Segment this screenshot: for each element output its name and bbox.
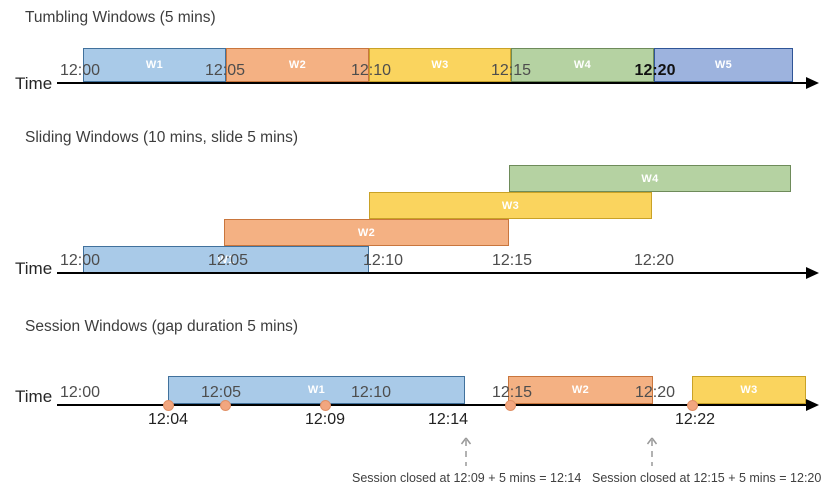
- event-dot: [219, 399, 231, 411]
- window-w2-tumbling: W2: [226, 48, 369, 82]
- tick-label: 12:10: [350, 384, 392, 401]
- window-label: W1: [307, 384, 326, 396]
- event-time-label: 12:22: [674, 411, 716, 428]
- session-closed-annotation: Session closed at 12:09 + 5 mins = 12:14: [352, 471, 582, 485]
- event-dot: [319, 399, 331, 411]
- window-label: W1: [145, 59, 164, 71]
- window-label: W3: [501, 199, 520, 212]
- time-axis-line: [57, 404, 806, 406]
- tick-label: 12:05: [207, 252, 249, 269]
- time-axis-line: [57, 82, 806, 84]
- tick-label: 12:20: [634, 62, 676, 79]
- window-w3-sliding: W3: [369, 192, 652, 219]
- sliding-section-title: Sliding Windows (10 mins, slide 5 mins): [25, 129, 299, 146]
- tick-label: 12:00: [59, 252, 101, 269]
- time-axis-label-session: Time: [15, 387, 53, 406]
- tick-label: 12:20: [634, 384, 676, 401]
- event-time-label: 12:09: [304, 411, 346, 428]
- tick-label: 12:15: [490, 62, 532, 79]
- window-label: W5: [714, 59, 733, 71]
- tick-label: 12:15: [491, 252, 533, 269]
- window-w2-session: W2: [508, 376, 653, 404]
- window-w1-session: W1: [168, 376, 465, 404]
- window-w2-sliding: W2: [224, 219, 509, 246]
- window-w4-tumbling: W4: [511, 48, 654, 82]
- window-label: W3: [740, 384, 758, 396]
- tick-label: 12:00: [59, 384, 101, 401]
- session-section-title: Session Windows (gap duration 5 mins): [25, 318, 299, 335]
- event-time-label: 12:04: [147, 411, 189, 428]
- tick-label: 12:05: [204, 62, 246, 79]
- tumbling-section-title: Tumbling Windows (5 mins): [25, 9, 216, 26]
- time-axis-line: [57, 272, 806, 274]
- time-axis-label-tumbling: Time: [15, 74, 53, 93]
- time-axis-label-sliding: Time: [15, 259, 53, 278]
- tick-label: 12:05: [200, 384, 242, 401]
- window-w3-session: W3: [692, 376, 806, 404]
- tick-label: 12:10: [362, 252, 404, 269]
- tick-label: 12:00: [59, 62, 101, 79]
- window-label: W2: [571, 384, 590, 396]
- event-time-label: 12:14: [427, 411, 469, 428]
- window-label: W2: [288, 59, 307, 71]
- time-axis-arrowhead-icon: [806, 77, 819, 89]
- tick-label: 12:15: [491, 384, 533, 401]
- tick-label: 12:10: [350, 62, 392, 79]
- event-dot: [162, 399, 174, 411]
- window-label: W2: [357, 226, 376, 239]
- session-closed-annotation: Session closed at 12:15 + 5 mins = 12:20: [592, 471, 822, 485]
- time-axis-arrowhead-icon: [806, 399, 819, 411]
- window-label: W3: [431, 59, 449, 71]
- window-w5-tumbling: W5: [654, 48, 793, 82]
- event-dot: [686, 399, 698, 411]
- window-w4-sliding: W4: [509, 165, 791, 192]
- dashed-up-arrow-icon: [646, 437, 658, 466]
- tick-label: 12:20: [633, 252, 675, 269]
- window-label: W4: [573, 59, 592, 71]
- event-dot: [504, 399, 516, 411]
- window-w1-tumbling: W1: [83, 48, 226, 82]
- time-axis-arrowhead-icon: [806, 267, 819, 279]
- dashed-up-arrow-icon: [460, 437, 472, 466]
- window-label: W1: [217, 253, 235, 266]
- window-label: W4: [641, 172, 659, 185]
- window-w3-tumbling: W3: [369, 48, 511, 82]
